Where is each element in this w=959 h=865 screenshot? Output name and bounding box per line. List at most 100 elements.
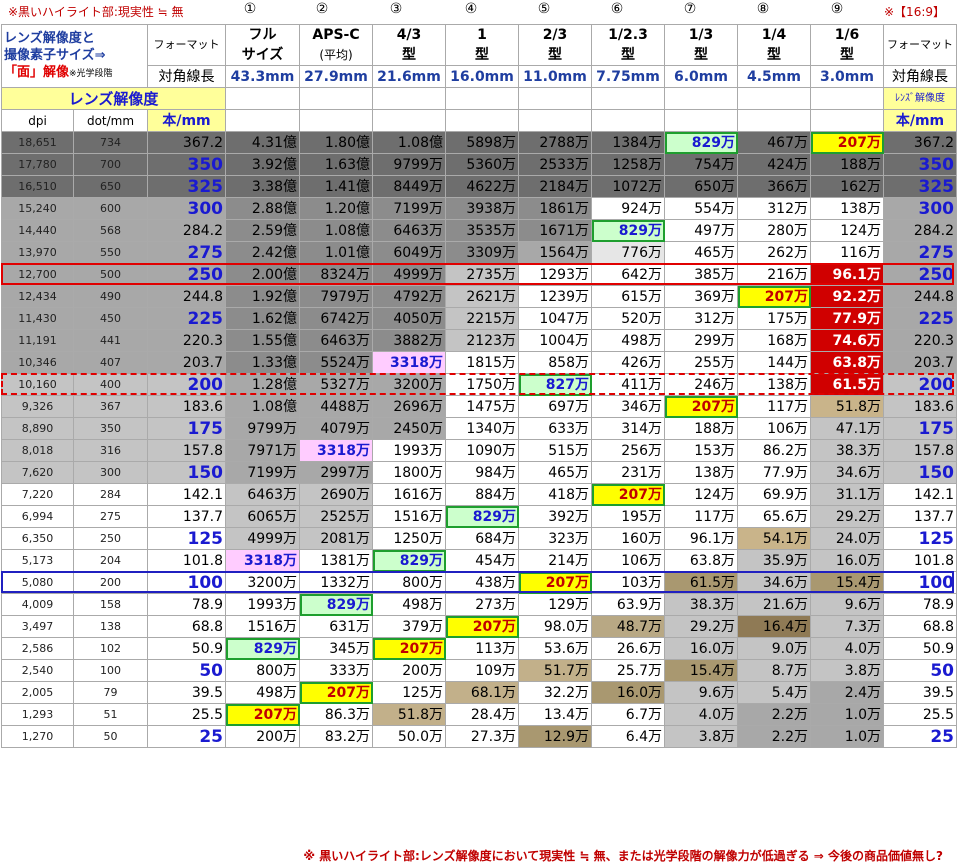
resolution-cell: 113万 [445,637,519,660]
format-diag: 21.6mm [372,65,446,88]
resolution-cell: 379万 [372,615,446,638]
resolution-cell: 69.9万 [737,483,811,506]
resolution-cell: 195万 [591,505,665,528]
resolution-cell: 162万 [810,175,884,198]
resolution-cell: 109万 [445,659,519,682]
dotmm-cell: 102 [73,637,148,660]
resolution-cell: 280万 [737,219,811,242]
resolution-cell: 642万 [591,263,665,286]
lines-cell-right: 225 [883,307,957,330]
dotmm-cell: 350 [73,417,148,440]
resolution-cell: 1381万 [299,549,373,572]
resolution-cell: 1.80億 [299,131,373,154]
dotmm-cell: 400 [73,373,148,396]
dotmm-cell: 275 [73,505,148,528]
lines-cell-right: 367.2 [883,131,957,154]
resolution-cell: 829万 [664,131,738,154]
dotmm-cell: 100 [73,659,148,682]
format-name: 4/3 型 [372,24,446,66]
resolution-cell: 8449万 [372,175,446,198]
resolution-cell: 124万 [810,219,884,242]
lines-cell: 50 [147,659,226,682]
resolution-cell: 3.8万 [810,659,884,682]
dotmm-cell: 51 [73,703,148,726]
dotmm-cell: 316 [73,439,148,462]
lines-cell-right: 78.9 [883,593,957,616]
resolution-cell: 77.9万 [810,307,884,330]
resolution-cell: 424万 [737,153,811,176]
resolution-cell: 1.62億 [225,307,300,330]
lines-cell: 25.5 [147,703,226,726]
lines-cell: 137.7 [147,505,226,528]
resolution-cell: 51.7万 [518,659,592,682]
lines-cell-right: 220.3 [883,329,957,352]
resolution-cell: 68.1万 [445,681,519,704]
resolution-cell: 2997万 [299,461,373,484]
resolution-cell: 827万 [518,373,592,396]
resolution-cell: 497万 [664,219,738,242]
resolution-cell: 3535万 [445,219,519,242]
resolution-cell: 1516万 [372,505,446,528]
format-name: 1/3 型 [664,24,738,66]
resolution-cell: 1.01億 [299,241,373,264]
resolution-cell: 138万 [664,461,738,484]
resolution-cell: 117万 [737,395,811,418]
resolution-cell: 1090万 [445,439,519,462]
resolution-cell: 27.3万 [445,725,519,748]
resolution-cell: 633万 [518,417,592,440]
resolution-cell: 438万 [445,571,519,594]
dotmm-cell: 600 [73,197,148,220]
lines-cell-right: 250 [883,263,957,286]
resolution-cell: 554万 [664,197,738,220]
resolution-cell: 1671万 [518,219,592,242]
resolution-cell: 1384万 [591,131,665,154]
table-row: 2,540 100 50 800万 333万 200万 109万 51.7万 25.7万 15.4… [1,659,957,682]
lines-cell-right: 68.8 [883,615,957,638]
resolution-cell: 498万 [372,593,446,616]
col-lines-right: 本/mm [883,109,957,132]
resolution-cell: 1072万 [591,175,665,198]
dotmm-cell: 250 [73,527,148,550]
resolution-cell: 28.4万 [445,703,519,726]
dpi-cell: 8,018 [1,439,74,462]
resolution-cell: 1.08億 [372,131,446,154]
resolution-cell: 454万 [445,549,519,572]
lines-cell: 203.7 [147,351,226,374]
resolution-cell: 1.20億 [299,197,373,220]
resolution-cell: 116万 [810,241,884,264]
resolution-cell: 5.4万 [737,681,811,704]
lines-cell-right: 50.9 [883,637,957,660]
table-row: 16,510 650 325 3.38億 1.41億 8449万 4622万 2184万 107… [1,175,957,198]
lines-cell-right: 300 [883,197,957,220]
format-label: フォーマット [147,24,226,66]
format-number: ⑨ [830,1,844,17]
dotmm-cell: 79 [73,681,148,704]
resolution-cell: 3.8万 [664,725,738,748]
resolution-cell: 9.6万 [664,681,738,704]
resolution-cell: 7199万 [372,197,446,220]
table-row: 7,220 284 142.1 6463万 2690万 1616万 884万 418万 207万… [1,483,957,506]
table-row: 5,080 200 100 3200万 1332万 800万 438万 207万 103万 61.… [1,571,957,594]
resolution-cell: 2.59億 [225,219,300,242]
format-number: ⑧ [756,1,770,17]
format-name: 1/2.3 型 [591,24,665,66]
resolution-cell: 61.5万 [810,373,884,396]
resolution-cell: 4079万 [299,417,373,440]
resolution-cell: 207万 [737,285,811,308]
table-row: 9,326 367 183.6 1.08億 4488万 2696万 1475万 697万 346… [1,395,957,418]
dotmm-cell: 568 [73,219,148,242]
resolution-cell: 2.2万 [737,703,811,726]
resolution-cell: 8324万 [299,263,373,286]
dpi-cell: 11,430 [1,307,74,330]
table-title: レンズ解像度と 撮像素子サイズ⇒ 「面」解像※光学段階 [1,24,148,88]
resolution-cell: 426万 [591,351,665,374]
resolution-cell: 256万 [591,439,665,462]
resolution-cell: 1332万 [299,571,373,594]
resolution-cell: 829万 [372,549,446,572]
lines-cell: 325 [147,175,226,198]
format-diag: 3.0mm [810,65,884,88]
resolution-cell: 207万 [518,571,592,594]
resolution-cell: 63.9万 [591,593,665,616]
table-row: 17,780 700 350 3.92億 1.63億 9799万 5360万 2533万 125… [1,153,957,176]
format-name: フル サイズ [225,24,300,66]
